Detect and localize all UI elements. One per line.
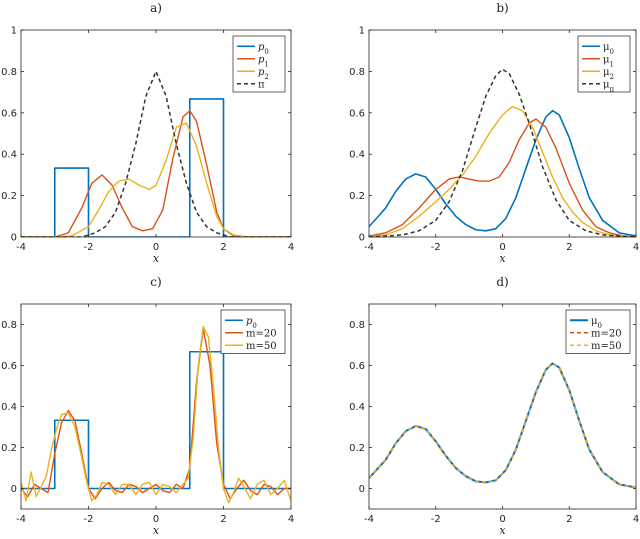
y-tick-label: 0.8 <box>349 320 365 331</box>
series-line-p2 <box>21 122 291 237</box>
x-tick-label: 0 <box>153 242 159 253</box>
series-line-π <box>21 70 291 237</box>
x-tick-label: -2 <box>431 242 441 253</box>
series-line-m=50 <box>21 325 291 504</box>
legend: p0m=20 m=50 <box>220 309 286 354</box>
x-tick-label: -2 <box>431 514 441 525</box>
x-tick-label: 2 <box>220 514 226 525</box>
y-tick-label: 1 <box>11 26 17 37</box>
x-tick-label: -4 <box>364 514 374 525</box>
y-tick-label: 0 <box>359 484 365 495</box>
y-tick-label: 0.4 <box>1 402 17 413</box>
x-tick-label: 2 <box>566 242 572 253</box>
x-tick-label: 0 <box>499 242 505 253</box>
y-tick-label: 0.2 <box>1 443 17 454</box>
series-group <box>21 325 291 504</box>
legend-label-μ2: μ2 <box>603 67 614 81</box>
panel-c: -4 -2 0 2 4 0 0.2 0.4 0.6 0.8 x c) p0m=20 m=50 <box>1 275 294 537</box>
x-tick-label: -4 <box>16 514 26 525</box>
series-line-p0 <box>21 98 291 237</box>
series-line-m=20 <box>21 327 291 500</box>
legend-label-μ0: μ0 <box>591 316 602 330</box>
legend-label-p0: p0 <box>246 316 257 330</box>
x-tick-label: 2 <box>220 242 226 253</box>
x-tick-label: -2 <box>84 242 94 253</box>
legend-label-p2: p2 <box>258 67 269 81</box>
legend-label-p0: p0 <box>258 42 269 56</box>
series-line-p1 <box>21 110 291 237</box>
x-tick-label: 4 <box>633 514 639 525</box>
y-tick-label: 0 <box>11 233 17 244</box>
x-tick-label: 0 <box>153 514 159 525</box>
x-tick-label: 4 <box>288 242 294 253</box>
legend-label-m=50: m=50 <box>591 341 622 352</box>
series-group <box>21 70 291 237</box>
y-tick-label: 0.2 <box>1 191 17 202</box>
panel-title: b) <box>496 1 508 15</box>
y-tick-label: 0.8 <box>1 67 17 78</box>
x-tick-label: 2 <box>566 514 572 525</box>
legend-box <box>232 35 286 93</box>
y-tick-label: 0.4 <box>1 150 17 161</box>
legend-label-m=50: m=50 <box>246 341 277 352</box>
x-tick-label: 4 <box>633 242 639 253</box>
series-line-m=20 <box>369 362 636 489</box>
y-tick-label: 0.6 <box>349 108 365 119</box>
x-axis-label: x <box>153 252 160 265</box>
series-group <box>369 68 636 237</box>
y-tick-label: 0.2 <box>349 191 365 202</box>
legend-label-m=20: m=20 <box>246 328 277 339</box>
series-line-p0 <box>21 350 291 490</box>
legend: μ0m=20 m=50 <box>565 309 631 354</box>
y-tick-label: 0.8 <box>1 320 17 331</box>
x-tick-label: -2 <box>84 514 94 525</box>
legend-label-μ0: μ0 <box>603 42 614 56</box>
y-tick-label: 0.6 <box>1 108 17 119</box>
series-line-μπ <box>369 68 636 237</box>
legend-box <box>577 35 631 93</box>
series-line-μ2 <box>369 105 636 237</box>
series-group <box>369 362 636 489</box>
x-axis-label: x <box>153 524 160 537</box>
series-line-μ0 <box>369 362 636 489</box>
y-tick-label: 0.6 <box>349 361 365 372</box>
x-axis-label: x <box>499 524 506 537</box>
y-tick-label: 0 <box>359 233 365 244</box>
legend-label-m=20: m=20 <box>591 328 622 339</box>
legend-label-μ1: μ1 <box>603 54 614 68</box>
x-axis-label: x <box>499 252 506 265</box>
legend-label-π: π <box>258 79 265 90</box>
x-tick-label: 4 <box>288 514 294 525</box>
series-line-μ0 <box>369 109 636 237</box>
x-tick-label: 0 <box>499 514 505 525</box>
y-tick-label: 1 <box>359 26 365 37</box>
legend-box <box>220 309 286 354</box>
legend-label-μπ: μπ <box>603 79 615 93</box>
x-tick-label: -4 <box>364 242 374 253</box>
y-tick-label: 0.6 <box>1 361 17 372</box>
panel-title: d) <box>496 275 508 289</box>
x-tick-label: -4 <box>16 242 26 253</box>
legend-label-p1: p1 <box>258 54 269 68</box>
y-tick-label: 0.8 <box>349 67 365 78</box>
y-tick-label: 0 <box>11 484 17 495</box>
series-line-μ1 <box>369 118 636 237</box>
y-tick-label: 0.4 <box>349 150 365 161</box>
legend-box <box>565 309 631 354</box>
panel-title: a) <box>150 1 162 15</box>
panel-d: -4 -2 0 2 4 0 0.2 0.4 0.6 0.8 x d) μ0m=20 m=50 <box>349 275 639 537</box>
y-tick-label: 0.4 <box>349 402 365 413</box>
y-tick-label: 0.2 <box>349 443 365 454</box>
panel-title: c) <box>150 275 161 289</box>
series-line-m=50 <box>369 362 636 489</box>
